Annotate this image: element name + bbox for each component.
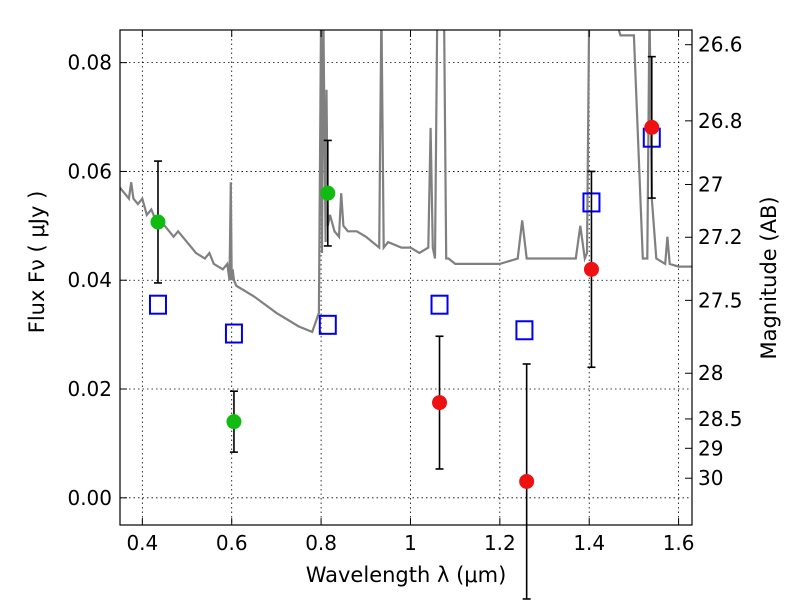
x-tick-label: 0.4 xyxy=(126,531,158,555)
detected-point xyxy=(320,185,336,201)
x-tick-label: 1.6 xyxy=(663,531,695,555)
mag-tick-label: 27.5 xyxy=(698,288,743,312)
mag-tick-label: 26.8 xyxy=(698,109,743,133)
x-tick-label: 1.2 xyxy=(484,531,516,555)
y-tick-label: 0.06 xyxy=(67,159,112,183)
undetected-point xyxy=(644,119,660,135)
model-phot-square xyxy=(148,294,167,315)
photometry-points xyxy=(148,55,661,600)
x-tick-label: 0.8 xyxy=(305,531,337,555)
undetected-point xyxy=(432,395,448,411)
mag-tick-label: 30 xyxy=(698,466,723,490)
y-tick-label: 0.04 xyxy=(67,268,112,292)
undetected-point xyxy=(583,261,599,277)
mag-tick-label: 26.6 xyxy=(698,33,743,57)
mag-tick-label: 28.5 xyxy=(698,407,743,431)
y-axis-title: Flux Fν ( μJy ) xyxy=(25,191,49,334)
y-tick-label: 0.08 xyxy=(67,51,112,75)
axis-ticks: 0.4 0.6 0.8 1 1.2 1.4 1.6 0.00 0.02 0.04 0.06 0.08 2… xyxy=(67,30,743,555)
model-spectrum-line xyxy=(120,30,692,334)
x-tick-label: 1.4 xyxy=(573,531,605,555)
undetected-point xyxy=(519,473,535,489)
model-phot-square xyxy=(224,323,243,344)
x-tick-label: 1 xyxy=(404,531,417,555)
y2-axis-title: Magnitude (AB) xyxy=(757,196,781,359)
plot-frame xyxy=(119,29,693,526)
model-phot-square xyxy=(318,314,337,335)
model-spectrum xyxy=(120,30,692,334)
grid-lines xyxy=(120,30,692,525)
detected-point xyxy=(150,214,166,230)
model-phot-square xyxy=(430,294,449,315)
mag-tick-label: 29 xyxy=(698,436,723,460)
mag-tick-label: 28 xyxy=(698,361,723,385)
y-tick-label: 0.00 xyxy=(67,486,112,510)
x-axis-title: Wavelength λ (μm) xyxy=(306,563,507,587)
y-tick-label: 0.02 xyxy=(67,377,112,401)
model-phot-square xyxy=(515,320,534,341)
detected-point xyxy=(226,414,242,430)
mag-tick-label: 27.2 xyxy=(698,225,743,249)
x-tick-label: 0.6 xyxy=(216,531,248,555)
mag-tick-label: 27 xyxy=(698,172,723,196)
